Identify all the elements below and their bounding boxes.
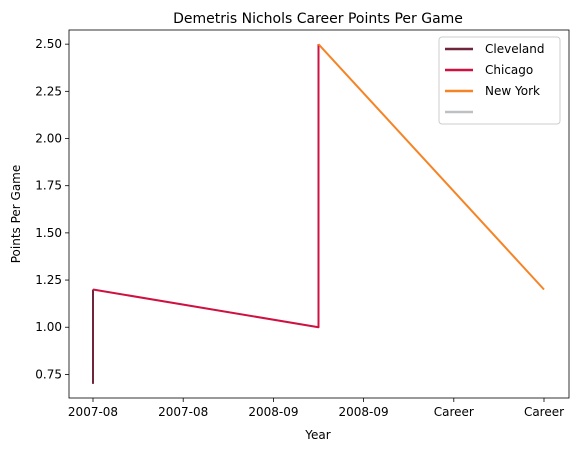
chart-title: Demetris Nichols Career Points Per Game xyxy=(173,11,463,27)
x-axis-label: Year xyxy=(304,428,330,442)
plot-lines xyxy=(92,43,545,384)
x-tick-label: 2008-09 xyxy=(248,405,298,419)
y-tick-label: 1.75 xyxy=(35,179,62,193)
y-axis-label: Points Per Game xyxy=(9,165,23,264)
plot-frame xyxy=(68,29,570,399)
x-tick-label: 2007-08 xyxy=(158,405,208,419)
series-line-2 xyxy=(317,43,545,291)
y-tick-label: 2.00 xyxy=(35,132,62,146)
legend: Cleveland Chicago New York xyxy=(438,36,561,125)
y-tick-label: 2.25 xyxy=(35,84,62,98)
legend-label: Cleveland xyxy=(485,42,545,56)
x-tick-label: Career xyxy=(524,405,564,419)
x-tick-label: Career xyxy=(434,405,474,419)
legend-label: New York xyxy=(485,84,540,98)
y-tick-label: 0.75 xyxy=(35,367,62,381)
x-tick-label: 2007-08 xyxy=(68,405,118,419)
y-tick-label: 1.00 xyxy=(35,320,62,334)
y-ticks: 0.75 1.00 1.25 1.50 1.75 2.00 2.25 2.50 xyxy=(35,37,69,381)
y-tick-label: 2.50 xyxy=(35,37,62,51)
y-tick-label: 1.50 xyxy=(35,226,62,240)
legend-label: Chicago xyxy=(485,63,533,77)
y-tick-label: 1.25 xyxy=(35,273,62,287)
series-line-1 xyxy=(92,44,320,329)
x-ticks: 2007-08 2007-08 2008-09 2008-09 Career Career xyxy=(68,398,564,419)
legend-box xyxy=(438,36,561,125)
x-tick-label: 2008-09 xyxy=(339,405,389,419)
